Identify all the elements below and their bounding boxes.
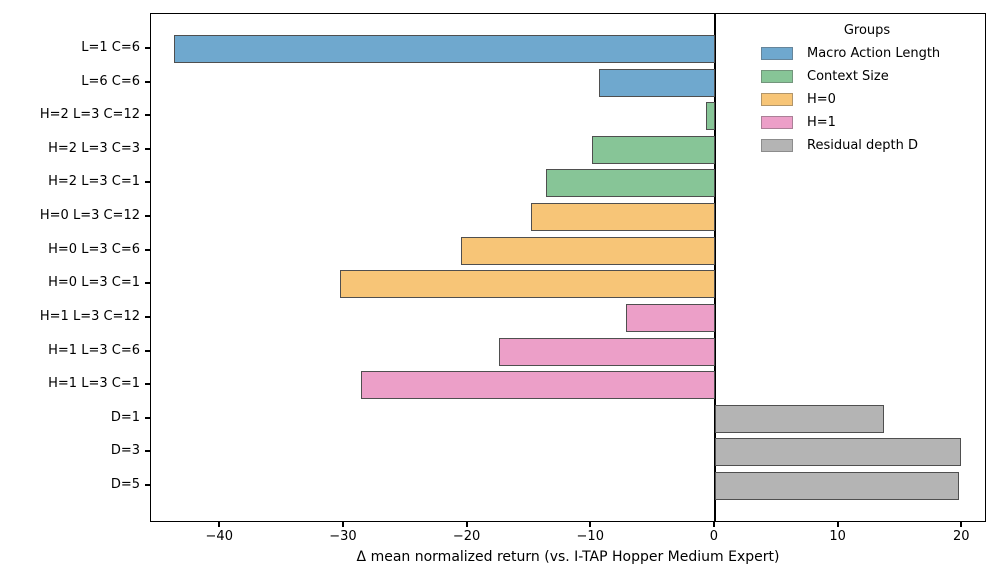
legend-entry: H=0 [753,88,981,111]
y-tick-mark [145,80,150,83]
y-tick-label: D=3 [110,443,140,459]
x-axis-label: Δ mean normalized return (vs. I-TAP Hopp… [356,549,780,565]
legend-title: Groups [843,23,891,38]
x-tick-label: 20 [952,529,970,544]
y-tick-label: D=1 [110,409,140,425]
y-tick-mark [145,383,150,386]
x-tick-label: 10 [829,529,846,544]
x-tick-label: −40 [205,529,233,544]
bar [498,337,715,366]
legend-entry-label: Residual depth D [807,138,919,153]
plot-area [150,13,986,522]
x-tick-mark [960,522,963,527]
legend-swatch [761,70,793,83]
y-tick-mark [145,484,150,487]
x-tick-label: −30 [329,529,357,544]
bar [714,404,885,433]
x-tick-mark [465,522,468,527]
y-tick-label: H=1 L=3 C=6 [48,342,140,358]
bar [174,35,715,63]
x-tick-label: −20 [452,529,481,544]
x-tick-mark [341,522,344,527]
y-tick-mark [145,114,150,117]
y-tick-label: H=2 L=3 C=1 [48,174,140,190]
legend-swatch [761,139,793,152]
bar [461,236,715,265]
bar [530,203,715,232]
legend-entry-label: Context Size [807,69,889,84]
legend-entry: Context Size [753,65,981,88]
x-tick-mark [589,522,592,527]
y-tick-label: H=2 L=3 C=3 [48,140,140,156]
legend: Groups Macro Action Length Context Size H=… [753,20,981,157]
bar [545,169,715,198]
bar [625,303,715,332]
bar [714,472,959,501]
y-tick-mark [145,215,150,218]
zero-reference-line [713,14,716,521]
y-tick-mark [145,450,150,453]
y-tick-label: H=0 L=3 C=1 [48,275,140,291]
legend-entry: Residual depth D [753,134,981,157]
y-tick-mark [145,315,150,318]
x-tick-mark [218,522,221,527]
y-tick-mark [145,349,150,352]
legend-entry: Macro Action Length [753,42,981,65]
y-tick-label: L=6 C=6 [81,73,140,89]
x-tick-mark [712,522,715,527]
legend-entry-label: H=1 [807,115,836,130]
y-tick-label: L=1 C=6 [81,40,140,55]
y-tick-label: H=0 L=3 C=12 [39,208,140,224]
y-tick-label: H=1 L=3 C=1 [48,376,140,392]
y-tick-label: H=2 L=3 C=12 [39,107,140,123]
legend-swatch [761,93,793,106]
x-tick-label: 0 [709,529,719,544]
x-tick-label: −10 [576,529,604,544]
y-tick-mark [145,147,150,150]
legend-entry-label: H=0 [807,92,836,107]
y-tick-label: D=5 [110,477,140,493]
legend-entry-label: Macro Action Length [807,46,941,61]
bar [706,102,715,131]
legend-swatch [761,47,793,60]
bar [714,438,962,467]
bar [340,270,715,299]
y-tick-mark [145,248,150,251]
y-tick-mark [145,416,150,419]
bar [598,68,715,97]
y-tick-label: H=0 L=3 C=6 [48,241,140,257]
y-tick-mark [145,282,150,285]
x-tick-mark [836,522,839,527]
y-tick-mark [145,47,150,49]
y-tick-label: H=1 L=3 C=12 [39,308,140,324]
legend-swatch [761,116,793,129]
bar [592,135,715,164]
y-tick-mark [145,181,150,184]
bar [361,371,715,400]
legend-entry: H=1 [753,111,981,134]
